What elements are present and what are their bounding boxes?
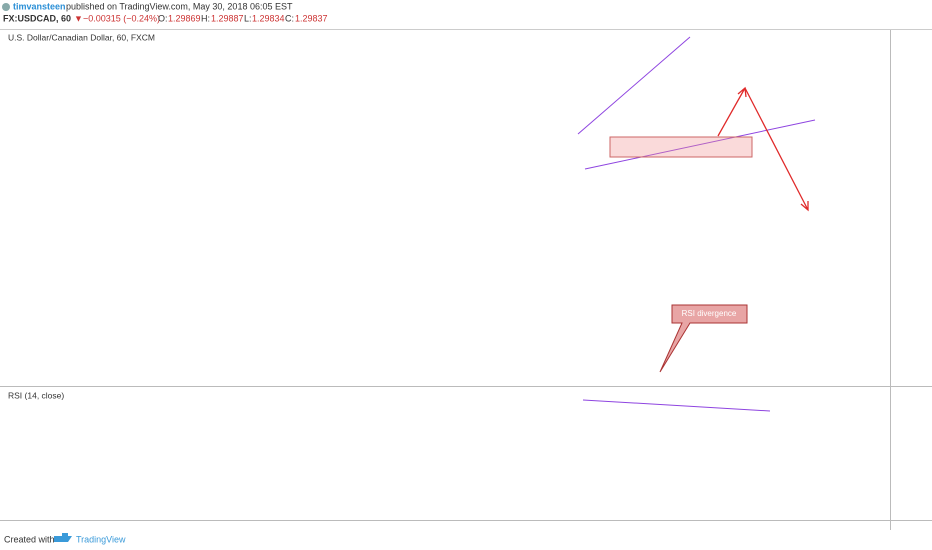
author[interactable]: timvansteen [13, 1, 66, 11]
forecast-arrow [717, 86, 809, 212]
ohlc-value: 1.29887 [211, 13, 244, 23]
avatar [2, 3, 10, 11]
change: −0.00315 (−0.24%) [83, 13, 160, 23]
callout-text: RSI divergence [682, 309, 737, 318]
wedge-line [584, 119, 816, 170]
published: published on TradingView.com, May 30, 20… [66, 1, 293, 11]
support-zone [609, 136, 753, 158]
chart-title: U.S. Dollar/Canadian Dollar, 60, FXCM [8, 32, 155, 42]
callout [659, 304, 748, 373]
logo [54, 533, 72, 542]
change-arrow: ▼ [74, 13, 83, 23]
ohlc-value: 1.29837 [295, 13, 328, 23]
ohlc-value: 1.29834 [252, 13, 285, 23]
ohlc-key: O: [158, 13, 168, 23]
rsi-title: RSI (14, close) [8, 390, 64, 400]
footer-brand[interactable]: TradingView [76, 534, 126, 544]
footer-text: Created with [4, 534, 55, 544]
divergence-line [582, 399, 771, 412]
symbol: FX:USDCAD, 60 [3, 13, 71, 23]
ohlc-key: C: [285, 13, 294, 23]
ohlc-key: L: [244, 13, 252, 23]
wedge-line [577, 36, 691, 135]
ohlc-value: 1.29869 [168, 13, 201, 23]
ohlc-key: H: [201, 13, 210, 23]
